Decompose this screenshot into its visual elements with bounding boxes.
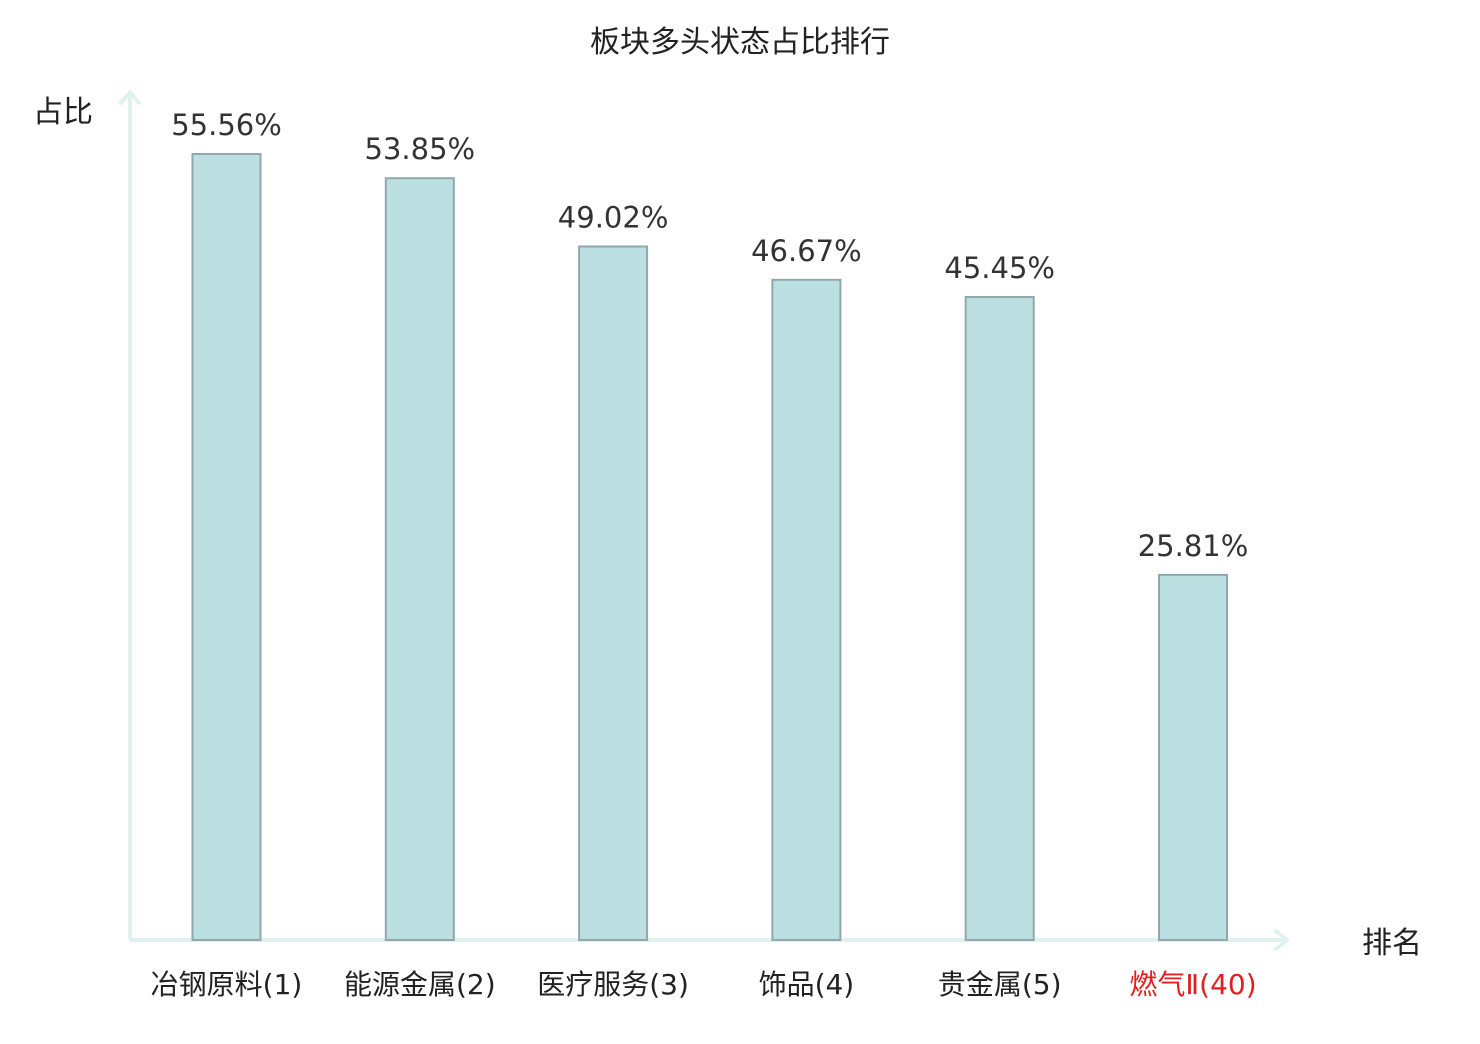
bar [384,177,455,941]
x-tick-label: 贵金属(5) [938,968,1062,1001]
y-axis-label: 占比 [33,95,93,130]
bar [191,153,262,941]
bar-value-label: 53.85% [365,132,476,166]
x-tick-label: 医疗服务(3) [537,968,689,1001]
bar-value-label: 49.02% [558,201,669,235]
x-axis-label: 排名 [1362,926,1422,961]
bar [964,296,1035,941]
bar-value-label: 46.67% [751,234,862,268]
y-axis-arrow [119,90,141,105]
chart-title: 板块多头状态占比排行 [590,25,890,60]
x-tick-label: 饰品(4) [759,968,855,1001]
x-tick-label: 能源金属(2) [344,968,496,1001]
bar [578,245,649,941]
bar [771,278,842,941]
x-tick-label: 冶钢原料(1) [151,968,303,1001]
bar [1158,573,1228,942]
bar-value-label: 25.81% [1138,529,1249,563]
bar-value-label: 45.45% [944,251,1055,285]
x-axis-arrow [1274,929,1289,951]
bars-group: 55.56% 冶钢原料(1) 53.85% 能源金属(2) 49.02% 医疗服务(3) 4… [151,108,1257,1001]
x-tick-label: 燃气Ⅱ(40) [1129,968,1256,1001]
bar-value-label: 55.56% [171,108,282,142]
